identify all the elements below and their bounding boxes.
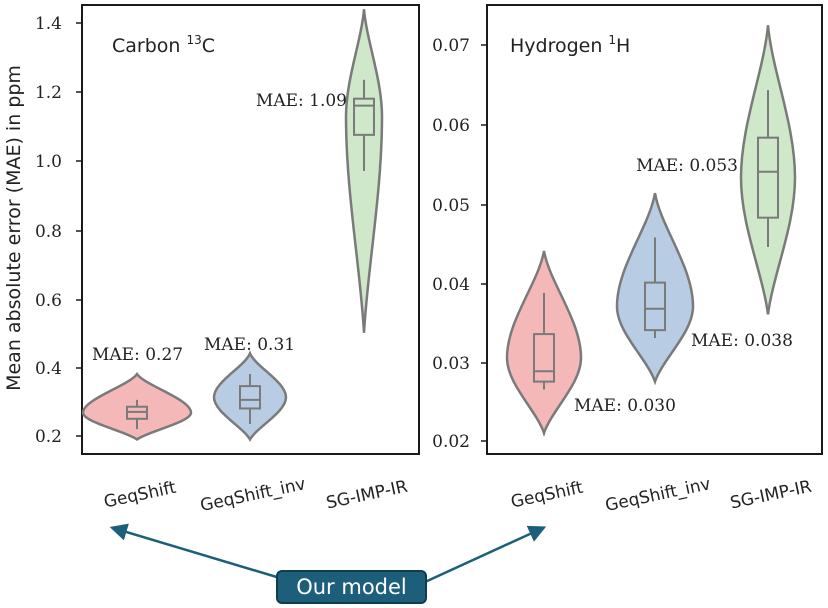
y-tick-label: 0.8 bbox=[35, 222, 62, 242]
y-tick-label: 1.4 bbox=[35, 14, 62, 34]
y-tick-label: 0.6 bbox=[35, 291, 62, 311]
y-tick-label: 0.06 bbox=[432, 116, 470, 136]
y-tick-label: 1.0 bbox=[35, 152, 62, 172]
panel-title-hydrogen: Hydrogen 1H bbox=[510, 33, 630, 57]
x-tick-label: GeqShift bbox=[509, 478, 585, 513]
y-tick-label: 0.02 bbox=[432, 432, 470, 452]
y-tick-label: 0.04 bbox=[432, 275, 470, 295]
mae-label: MAE: 0.053 bbox=[636, 156, 738, 176]
mae-label: MAE: 0.038 bbox=[691, 331, 793, 351]
box-iqr bbox=[533, 333, 555, 383]
panel-title-carbon: Carbon 13C bbox=[112, 33, 215, 57]
mae-label: MAE: 0.31 bbox=[204, 335, 295, 355]
box-iqr bbox=[239, 385, 261, 410]
x-tick-label: GeqShift bbox=[102, 478, 178, 513]
mae-label: MAE: 1.09 bbox=[256, 91, 347, 111]
panel-frame-carbon bbox=[81, 4, 420, 455]
y-tick-label: 0.2 bbox=[35, 427, 62, 447]
our-model-badge: Our model bbox=[276, 570, 427, 604]
x-tick-label: GeqShift_inv bbox=[603, 474, 712, 516]
x-tick-label: SG-IMP-IR bbox=[728, 477, 813, 514]
y-axis-label: Mean absolute error (MAE) in ppm bbox=[3, 65, 25, 391]
panel-frame-hydrogen bbox=[486, 4, 823, 455]
x-tick-label: SG-IMP-IR bbox=[324, 477, 409, 514]
y-tick-label: 1.2 bbox=[35, 83, 62, 103]
box-iqr bbox=[353, 97, 375, 136]
arrow-right bbox=[424, 525, 547, 584]
x-tick-label: GeqShift_inv bbox=[198, 474, 307, 516]
y-tick-label: 0.05 bbox=[432, 196, 470, 216]
box-iqr bbox=[757, 136, 779, 219]
y-tick-label: 0.03 bbox=[432, 354, 470, 374]
arrow-left bbox=[109, 523, 281, 580]
box-iqr bbox=[644, 281, 666, 332]
mae-label: MAE: 0.27 bbox=[92, 345, 183, 365]
y-tick-label: 0.07 bbox=[432, 36, 470, 56]
y-tick-label: 0.4 bbox=[35, 359, 62, 379]
mae-label: MAE: 0.030 bbox=[574, 396, 676, 416]
